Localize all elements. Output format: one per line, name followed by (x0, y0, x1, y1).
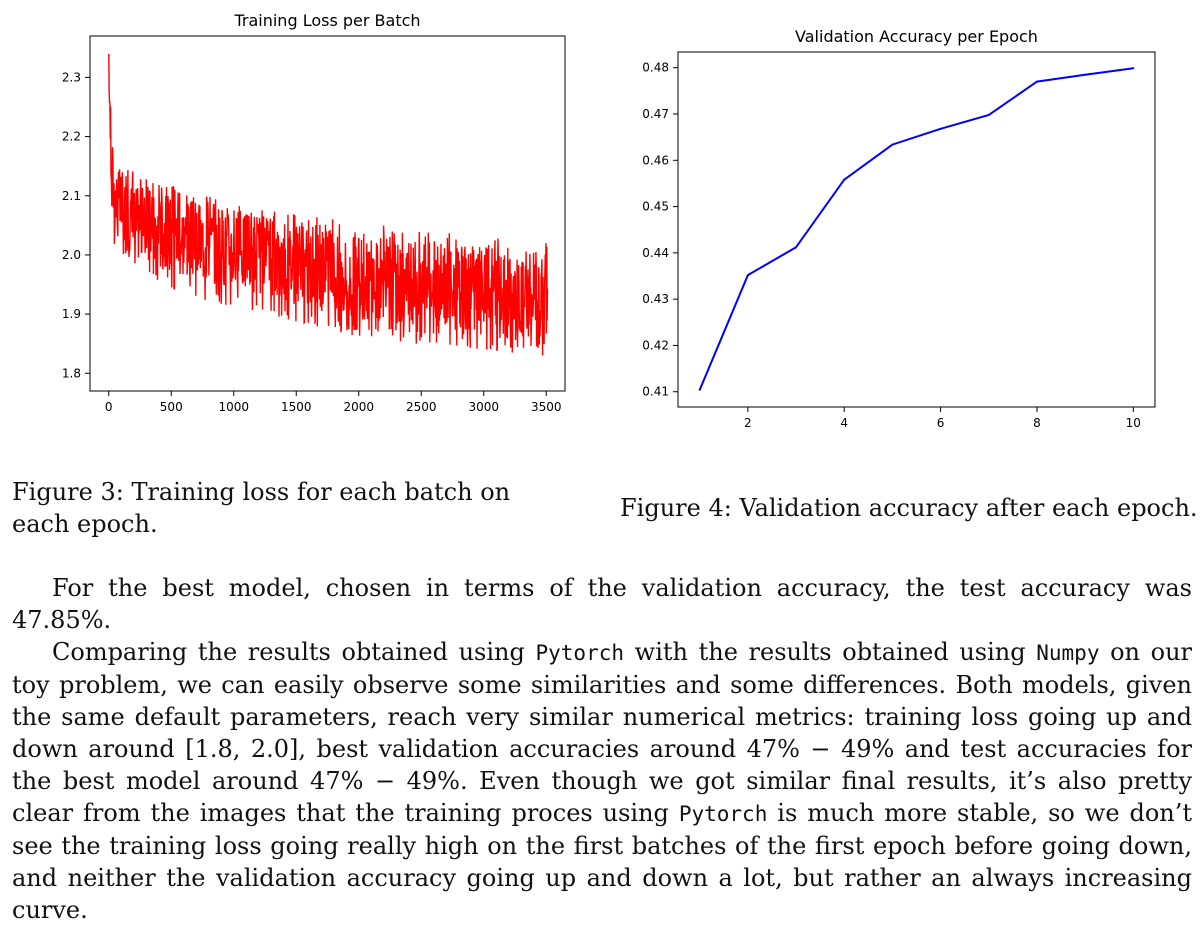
accuracy-point (987, 113, 990, 116)
test-accuracy-paragraph: For the best model, chosen in terms of t… (12, 574, 1192, 634)
y-tick-label: 2.1 (62, 189, 81, 203)
y-tick-label: 0.45 (642, 200, 669, 214)
code-pytorch: Pytorch (535, 641, 625, 665)
x-tick-label: 500 (160, 400, 183, 414)
x-tick-label: 10 (1126, 416, 1141, 430)
chart-title: Validation Accuracy per Epoch (795, 27, 1038, 46)
chart-title: Training Loss per Batch (233, 11, 420, 30)
y-tick-label: 0.48 (642, 61, 669, 75)
x-tick-label: 1000 (218, 400, 249, 414)
accuracy-point (939, 127, 942, 130)
y-tick-label: 2.3 (62, 70, 81, 84)
y-tick-label: 0.42 (642, 338, 669, 352)
paragraph-text: with the results obtained using (624, 638, 1037, 666)
plot-frame (677, 51, 1156, 408)
y-tick-label: 0.47 (642, 107, 669, 121)
figure-4-caption: Figure 4: Validation accuracy after each… (620, 494, 1198, 522)
accuracy-point (1035, 80, 1038, 83)
accuracy-series-line (698, 67, 1134, 391)
paragraph-text: on our toy problem, we can easily observ… (12, 638, 1193, 827)
validation-accuracy-figure: Validation Accuracy per Epoch 2 4 6 8 10 0.41 0… (600, 22, 1190, 442)
accuracy-point (1132, 67, 1135, 70)
training-loss-chart: Training Loss per Batch 0 500 1000 1500 2000 2… (62, 11, 566, 414)
x-tick-label: 3500 (531, 400, 562, 414)
y-tick-label: 0.44 (642, 246, 669, 260)
validation-accuracy-chart: Validation Accuracy per Epoch 2 4 6 8 10 0.41 0… (642, 27, 1156, 430)
x-tick-label: 6 (937, 416, 945, 430)
accuracy-point (1084, 73, 1087, 76)
figure-3-caption: Figure 3: Training loss for each batch o… (12, 478, 511, 538)
x-tick-label: 1500 (281, 400, 312, 414)
accuracy-point (795, 246, 798, 249)
y-tick-label: 2.2 (62, 130, 81, 144)
training-loss-figure: Training Loss per Batch 0 500 1000 1500 2000 2… (40, 6, 580, 426)
paragraph-text: is much more stable, so we don’t see the… (12, 799, 1193, 924)
y-tick-label: 1.9 (62, 307, 81, 321)
comparison-paragraph: Comparing the results obtained using Pyt… (12, 636, 1192, 926)
x-tick-label: 0 (105, 400, 113, 414)
accuracy-point (891, 143, 894, 146)
y-tick-label: 0.41 (642, 385, 669, 399)
plot-frame (89, 35, 566, 392)
y-tick-label: 0.43 (642, 292, 669, 306)
code-pytorch: Pytorch (678, 802, 768, 826)
y-tick-label: 2.0 (62, 248, 81, 262)
x-tick-label: 8 (1033, 416, 1041, 430)
paragraph-text: Comparing the results obtained using (52, 638, 536, 666)
y-tick-label: 1.8 (62, 366, 81, 380)
accuracy-point (746, 274, 749, 277)
x-tick-label: 4 (840, 416, 848, 430)
x-tick-label: 2000 (343, 400, 374, 414)
code-numpy: Numpy (1036, 641, 1100, 665)
accuracy-point (843, 178, 846, 181)
x-tick-label: 2500 (406, 400, 437, 414)
x-tick-label: 2 (744, 416, 752, 430)
x-tick-label: 3000 (468, 400, 499, 414)
accuracy-point (698, 388, 701, 391)
y-tick-label: 0.46 (642, 153, 669, 167)
loss-series-line (108, 53, 549, 356)
